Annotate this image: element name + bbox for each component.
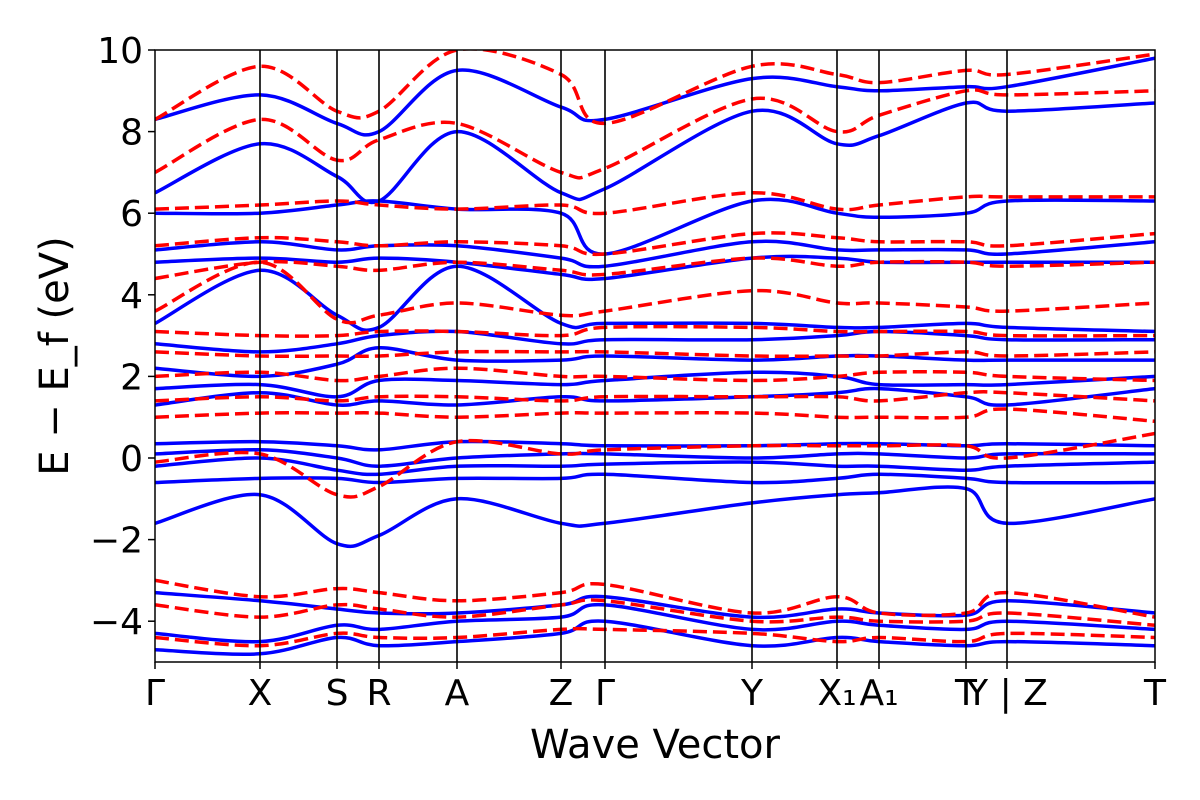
- x-tick-label: Y: [740, 673, 764, 714]
- axes-frame: [154, 49, 1156, 663]
- y-axis-ticks: −4 −2 0 2 4 6 8 10: [90, 31, 155, 643]
- band-line: [155, 100, 1155, 205]
- x-tick-label: Γ: [595, 673, 615, 714]
- y-tick-label: −2: [90, 521, 143, 562]
- x-tick-label: Y | Z: [965, 673, 1048, 714]
- x-tick-label: R: [366, 673, 391, 714]
- x-tick-label: Z: [549, 673, 574, 714]
- y-tick-label: 10: [97, 31, 143, 72]
- high-symmetry-lines: [259, 50, 1008, 662]
- y-tick-label: 8: [120, 113, 143, 154]
- y-tick-label: −4: [90, 602, 143, 643]
- x-tick-label: A₁: [859, 673, 898, 714]
- x-tick-label: Γ: [145, 673, 165, 714]
- y-tick-label: 6: [120, 194, 143, 235]
- x-tick-label: S: [326, 673, 349, 714]
- y-tick-label: 4: [120, 276, 143, 317]
- x-tick-label: X: [248, 673, 273, 714]
- series-layer: [155, 50, 1155, 657]
- band-line: [155, 485, 1155, 549]
- x-tick-label: X₁: [817, 673, 856, 714]
- band-line: [155, 231, 1155, 257]
- y-tick-label: 0: [120, 439, 143, 480]
- x-axis-label: Wave Vector: [530, 722, 781, 768]
- x-tick-label: A: [445, 673, 470, 714]
- y-axis-label: E − E_f (eV): [32, 236, 78, 475]
- y-tick-label: 2: [120, 357, 143, 398]
- band-line: [155, 264, 1155, 334]
- band-line: [155, 88, 1155, 180]
- x-tick-label: T: [1143, 673, 1167, 714]
- band-line: [155, 456, 1155, 477]
- band-line: [155, 407, 1155, 424]
- band-line: [155, 472, 1155, 485]
- x-tick-label: T: [954, 673, 978, 714]
- band-line: [155, 260, 1155, 325]
